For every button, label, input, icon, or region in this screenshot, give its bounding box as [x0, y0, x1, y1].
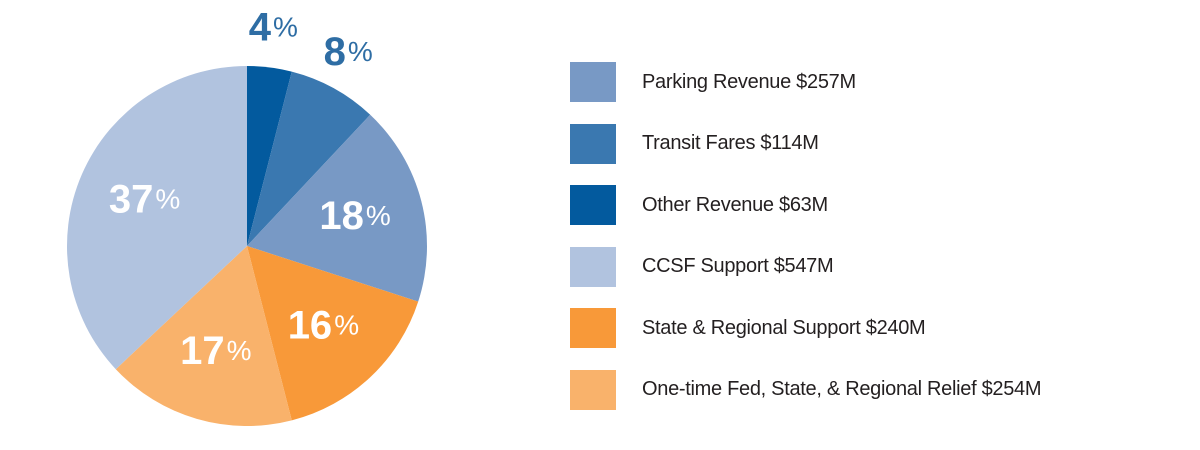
legend-label: Other Revenue $63M	[642, 193, 828, 216]
pie-slice	[247, 114, 428, 302]
legend-swatch	[570, 246, 616, 287]
pie-slice	[247, 246, 419, 421]
legend-swatch	[570, 369, 616, 410]
legend-item-one-time-relief: One-time Fed, State, & Regional Relief $…	[570, 369, 1042, 410]
legend-item-other-revenue: Other Revenue $63M	[570, 185, 1041, 225]
legend-item-ccsf-support: CCSF Support $547M	[570, 246, 1041, 287]
legend-item-transit-fares: Transit Fares $114M	[570, 123, 1041, 164]
pie-slice	[115, 246, 292, 427]
legend-swatch	[570, 62, 616, 102]
pie-slice	[247, 71, 371, 246]
slice-percent-label: 17%	[180, 329, 251, 373]
slice-percent-label: 8%	[324, 30, 373, 74]
legend-label: Parking Revenue $257M	[642, 70, 856, 93]
legend-label: CCSF Support $547M	[642, 255, 834, 277]
legend-swatch	[570, 185, 616, 225]
legend-item-parking-revenue: Parking Revenue $257M	[570, 62, 1041, 102]
legend-item-state-regional-support: State & Regional Support $240M	[570, 308, 1041, 348]
slice-percent-label: 37%	[109, 177, 180, 221]
legend-swatch	[570, 308, 616, 348]
legend-label: State & Regional Support $240M	[642, 316, 926, 339]
pie-slice	[67, 66, 247, 370]
slice-percent-label: 18%	[319, 194, 390, 238]
legend-swatch	[570, 123, 616, 164]
legend-label: One-time Fed, State, & Regional Relief $…	[642, 378, 1042, 400]
legend: Parking Revenue $257M Transit Fares $114…	[570, 62, 1042, 431]
legend-label: Transit Fares $114M	[642, 132, 819, 154]
pie-slice	[247, 66, 292, 246]
slice-percent-label: 16%	[288, 303, 359, 347]
pie-chart: 4% 8% 18% 16% 17% 37%	[67, 5, 428, 427]
slice-percent-label: 4%	[249, 5, 298, 49]
